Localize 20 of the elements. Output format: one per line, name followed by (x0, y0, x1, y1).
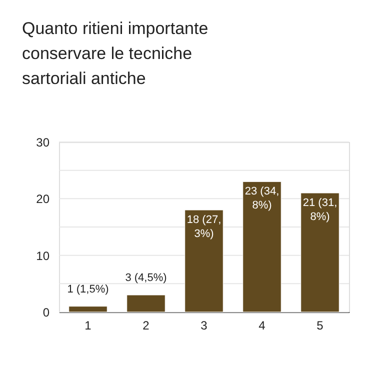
x-tick-label: 1 (84, 318, 92, 332)
y-tick-label: 20 (36, 192, 50, 206)
bar (126, 294, 166, 312)
chart-title: Quanto ritieni importante conservare le tecniche sartoriali antiche (22, 19, 208, 88)
y-tick-label: 30 (36, 136, 50, 150)
x-tick-label: 5 (316, 318, 324, 332)
data-label: 18 (27,3%) (186, 214, 222, 240)
x-tick-label: 2 (142, 318, 150, 332)
bar (300, 192, 340, 312)
x-tick-label: 4 (258, 318, 266, 332)
data-label: 21 (31,8%) (302, 197, 338, 223)
y-tick-label: 10 (36, 248, 50, 263)
bar (242, 181, 282, 312)
bar (184, 210, 224, 312)
data-label: 3 (4,5%) (125, 272, 167, 284)
data-label: 23 (34,8%) (244, 186, 280, 212)
y-tick-label: 0 (42, 306, 50, 320)
x-tick-label: 3 (200, 318, 208, 332)
bar (68, 306, 108, 312)
data-label: 1 (1,5%) (67, 283, 109, 296)
